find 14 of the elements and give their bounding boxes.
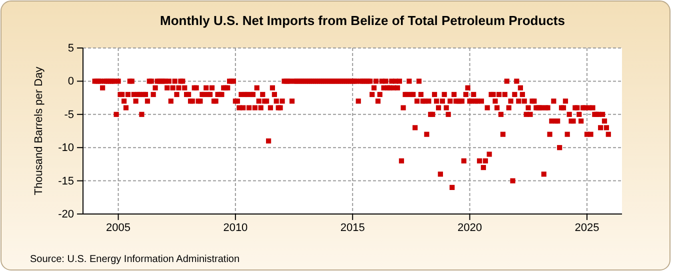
x-tick-label: 2020 [458, 222, 482, 234]
y-axis-title: Thousand Barrels per Day [33, 66, 45, 196]
y-tick-label: -20 [58, 208, 74, 221]
x-tick-label: 2010 [223, 222, 248, 234]
x-tick-label: 2015 [340, 222, 365, 234]
x-tick-label: 2025 [574, 222, 600, 234]
y-tick-label: -5 [64, 108, 74, 121]
y-tick-label: 5 [68, 42, 74, 55]
x-tick-label: 2005 [106, 222, 131, 234]
y-tick-label: -10 [58, 142, 74, 154]
source-note: Source: U.S. Energy Information Administration [30, 254, 240, 265]
y-tick-label: 0 [68, 76, 74, 88]
chart-title: Monthly U.S. Net Imports from Belize of Total Petroleum Products [160, 13, 565, 28]
y-tick-label: -15 [58, 175, 74, 188]
